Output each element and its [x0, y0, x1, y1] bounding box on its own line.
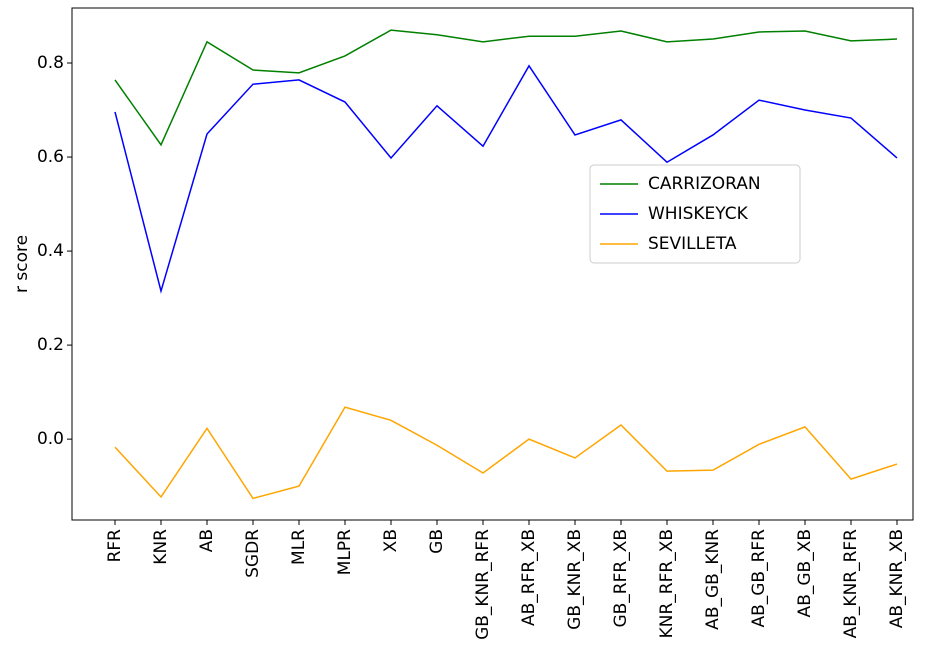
x-tick-label: MLR — [289, 529, 309, 565]
x-tick-label: AB — [197, 529, 217, 552]
y-tick-label: 0.2 — [37, 335, 64, 355]
y-tick-label: 0.0 — [37, 429, 64, 449]
x-tick-label: KNR — [151, 529, 171, 565]
x-tick-label: RFR — [105, 529, 125, 563]
series-line — [114, 406, 898, 500]
x-tick-label: XB — [381, 529, 401, 552]
y-tick-label: 0.8 — [37, 53, 64, 73]
x-tick-label: AB_KNR_RFR — [841, 529, 861, 639]
x-tick-label: AB_GB_XB — [795, 529, 815, 617]
y-tick-label: 0.6 — [37, 147, 64, 167]
x-tick-label: GB — [427, 529, 447, 554]
y-tick-label: 0.4 — [37, 241, 64, 261]
x-tick-label: GB_KNR_XB — [565, 529, 585, 630]
legend-label: WHISKEYCK — [648, 204, 749, 224]
x-tick-label: KNR_RFR_XB — [657, 529, 677, 638]
plot-frame — [71, 7, 914, 521]
legend-label: SEVILLETA — [648, 234, 737, 254]
x-tick-label: AB_KNR_XB — [887, 529, 907, 628]
x-tick-label: AB_GB_RFR — [749, 529, 769, 628]
x-tick-label: AB_GB_KNR — [703, 529, 723, 630]
x-tick-label: MLPR — [335, 529, 355, 575]
series-line — [114, 29, 898, 147]
x-tick-label: AB_RFR_XB — [519, 529, 539, 626]
legend-label: CARRIZORAN — [648, 174, 761, 194]
x-tick-label: GB_RFR_XB — [611, 529, 631, 628]
series-line — [114, 64, 898, 294]
legend-box — [589, 164, 801, 264]
x-tick-label: SGDR — [243, 529, 263, 578]
y-axis-label: r score — [12, 235, 32, 293]
x-tick-label: GB_KNR_RFR — [473, 529, 493, 640]
